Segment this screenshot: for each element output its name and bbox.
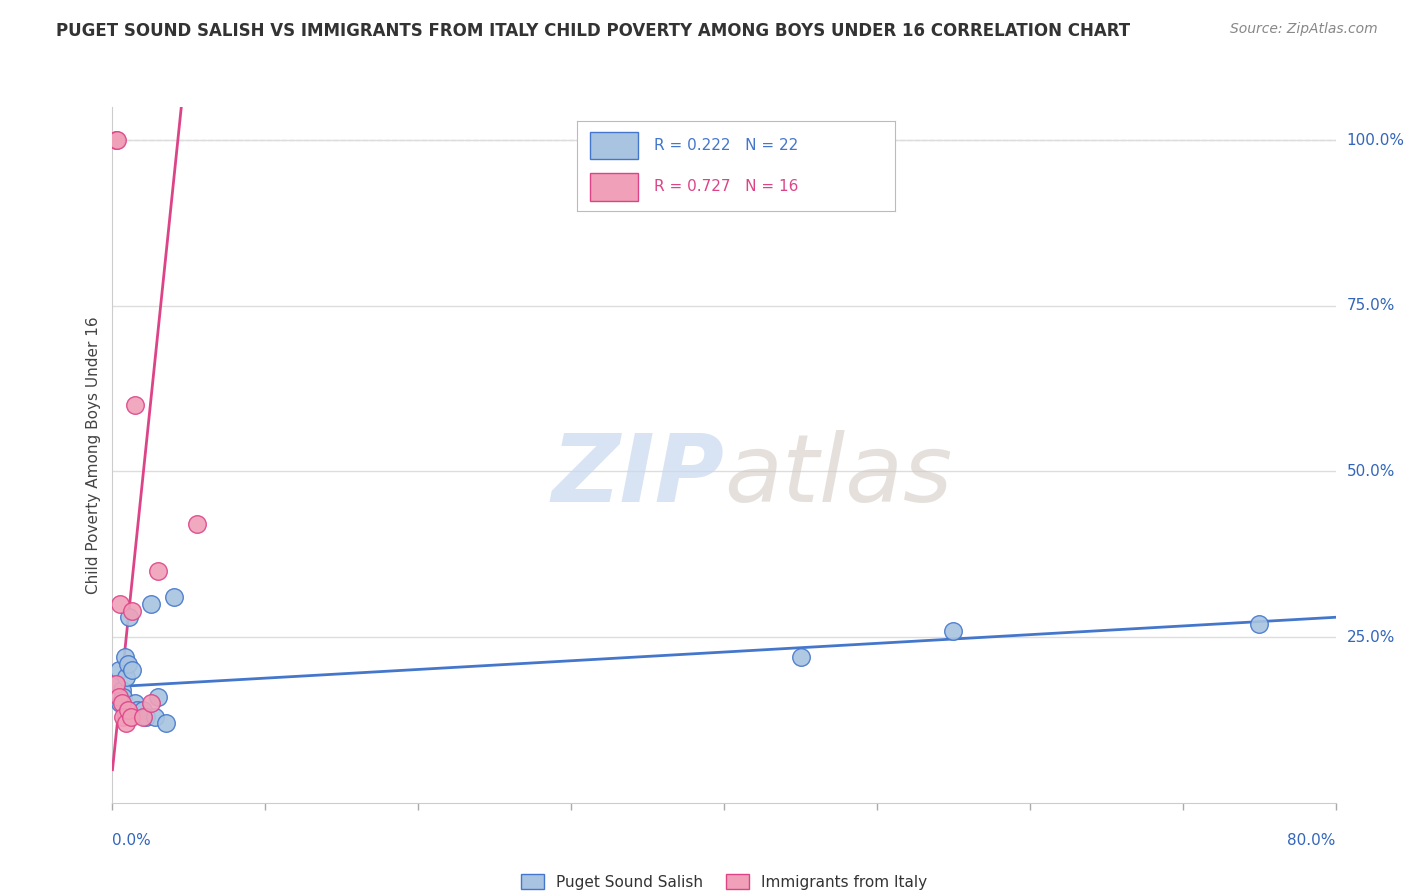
Point — [120, 709, 142, 723]
Point — [139, 697, 162, 711]
Point — [186, 517, 208, 532]
Text: 80.0%: 80.0% — [1288, 833, 1336, 848]
Point — [148, 690, 170, 704]
Point — [132, 703, 155, 717]
Point — [117, 703, 139, 717]
Point — [163, 591, 186, 605]
Point — [108, 697, 131, 711]
Legend: Puget Sound Salish, Immigrants from Italy: Puget Sound Salish, Immigrants from Ital… — [513, 866, 935, 892]
Point — [115, 716, 138, 731]
Point — [135, 709, 157, 723]
Y-axis label: Child Poverty Among Boys Under 16: Child Poverty Among Boys Under 16 — [86, 316, 101, 594]
Point — [789, 650, 811, 665]
Point — [108, 597, 131, 611]
Text: atlas: atlas — [724, 430, 952, 521]
Point — [111, 683, 134, 698]
Text: Source: ZipAtlas.com: Source: ZipAtlas.com — [1230, 22, 1378, 37]
Text: 50.0%: 50.0% — [1347, 464, 1395, 479]
Point — [117, 657, 139, 671]
Text: 0.0%: 0.0% — [112, 833, 152, 848]
Point — [124, 697, 146, 711]
Point — [143, 709, 166, 723]
Text: 100.0%: 100.0% — [1347, 133, 1405, 148]
Text: 25.0%: 25.0% — [1347, 630, 1395, 645]
Text: PUGET SOUND SALISH VS IMMIGRANTS FROM ITALY CHILD POVERTY AMONG BOYS UNDER 16 CO: PUGET SOUND SALISH VS IMMIGRANTS FROM IT… — [56, 22, 1130, 40]
Text: 75.0%: 75.0% — [1347, 298, 1395, 313]
Point — [115, 670, 138, 684]
Point — [118, 610, 141, 624]
Point — [132, 709, 155, 723]
Point — [1249, 616, 1271, 631]
Point — [105, 133, 128, 147]
Point — [121, 604, 143, 618]
Point — [121, 663, 143, 677]
Point — [112, 690, 135, 704]
Point — [107, 663, 129, 677]
Point — [112, 709, 135, 723]
Point — [155, 716, 177, 731]
Point — [148, 564, 170, 578]
Point — [942, 624, 965, 638]
Point — [104, 676, 127, 690]
Point — [111, 697, 134, 711]
Point — [125, 703, 148, 717]
Point — [139, 597, 162, 611]
Text: ZIP: ZIP — [551, 430, 724, 522]
Point — [114, 650, 136, 665]
Point — [124, 398, 146, 412]
Point — [107, 690, 129, 704]
Point — [104, 676, 127, 690]
Point — [104, 133, 127, 147]
